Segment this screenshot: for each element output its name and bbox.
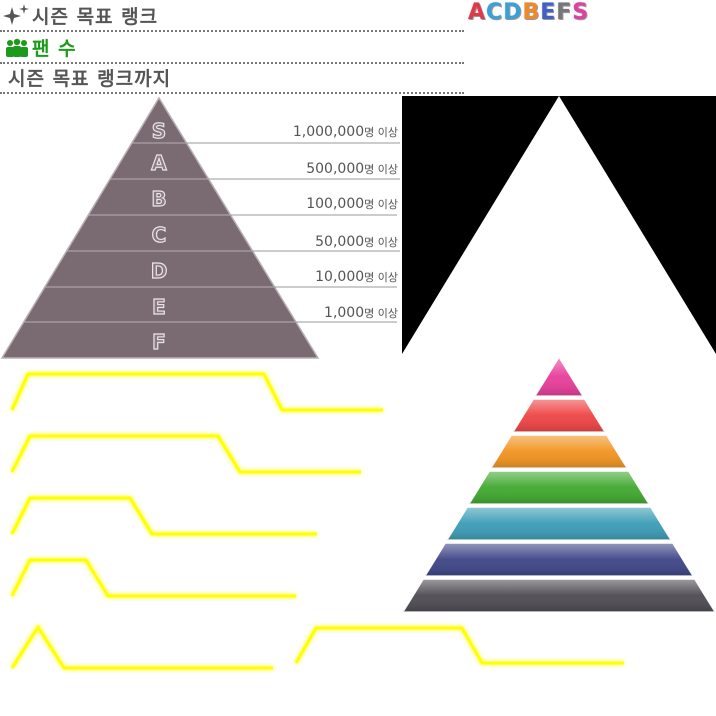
highlight-frame-4 xyxy=(12,560,296,596)
rank-letter-e: E xyxy=(152,295,166,319)
colored-rank-pyramid xyxy=(403,357,715,612)
threshold-suffix: 명 이상 xyxy=(364,126,398,139)
threshold-suffix: 명 이상 xyxy=(364,271,398,284)
threshold-value: 1,000 xyxy=(324,305,364,321)
highlight-frame-3 xyxy=(12,498,317,534)
colored-tier-shine xyxy=(513,399,605,432)
threshold-label: 10,000명 이상 xyxy=(315,269,398,285)
highlight-frame-1 xyxy=(12,374,383,410)
colored-tier-shine xyxy=(491,435,627,468)
highlight-frame-5 xyxy=(12,627,273,668)
threshold-value: 10,000 xyxy=(315,269,364,285)
threshold-label: 50,000명 이상 xyxy=(315,234,398,250)
colored-tier-shine xyxy=(447,507,671,540)
rank-letter-f: F xyxy=(152,330,166,354)
threshold-value: 50,000 xyxy=(315,234,364,250)
threshold-suffix: 명 이상 xyxy=(364,163,398,176)
threshold-suffix: 명 이상 xyxy=(364,236,398,249)
colored-tier-shine xyxy=(469,471,649,504)
rank-letter-a: A xyxy=(151,151,167,175)
threshold-value: 500,000 xyxy=(306,161,364,177)
threshold-label: 1,000,000명 이상 xyxy=(293,124,398,140)
threshold-suffix: 명 이상 xyxy=(364,198,398,211)
rank-letter-c: C xyxy=(152,223,167,247)
threshold-value: 100,000 xyxy=(306,196,364,212)
threshold-label: 100,000명 이상 xyxy=(306,196,398,212)
colored-tier-shine xyxy=(403,579,715,612)
rank-letter-s: S xyxy=(152,119,166,143)
colored-tier-shine xyxy=(535,357,583,396)
threshold-value: 1,000,000 xyxy=(293,124,364,140)
rank-letter-d: D xyxy=(151,259,168,283)
threshold-suffix: 명 이상 xyxy=(364,307,398,320)
pyramid-mask-panel xyxy=(402,96,716,354)
threshold-label: 500,000명 이상 xyxy=(306,161,398,177)
threshold-label: 1,000명 이상 xyxy=(324,305,398,321)
rank-letter-b: B xyxy=(151,187,166,211)
colored-tier-shine xyxy=(425,543,693,576)
highlight-frame-6 xyxy=(296,628,624,663)
highlight-frame-2 xyxy=(12,436,361,472)
